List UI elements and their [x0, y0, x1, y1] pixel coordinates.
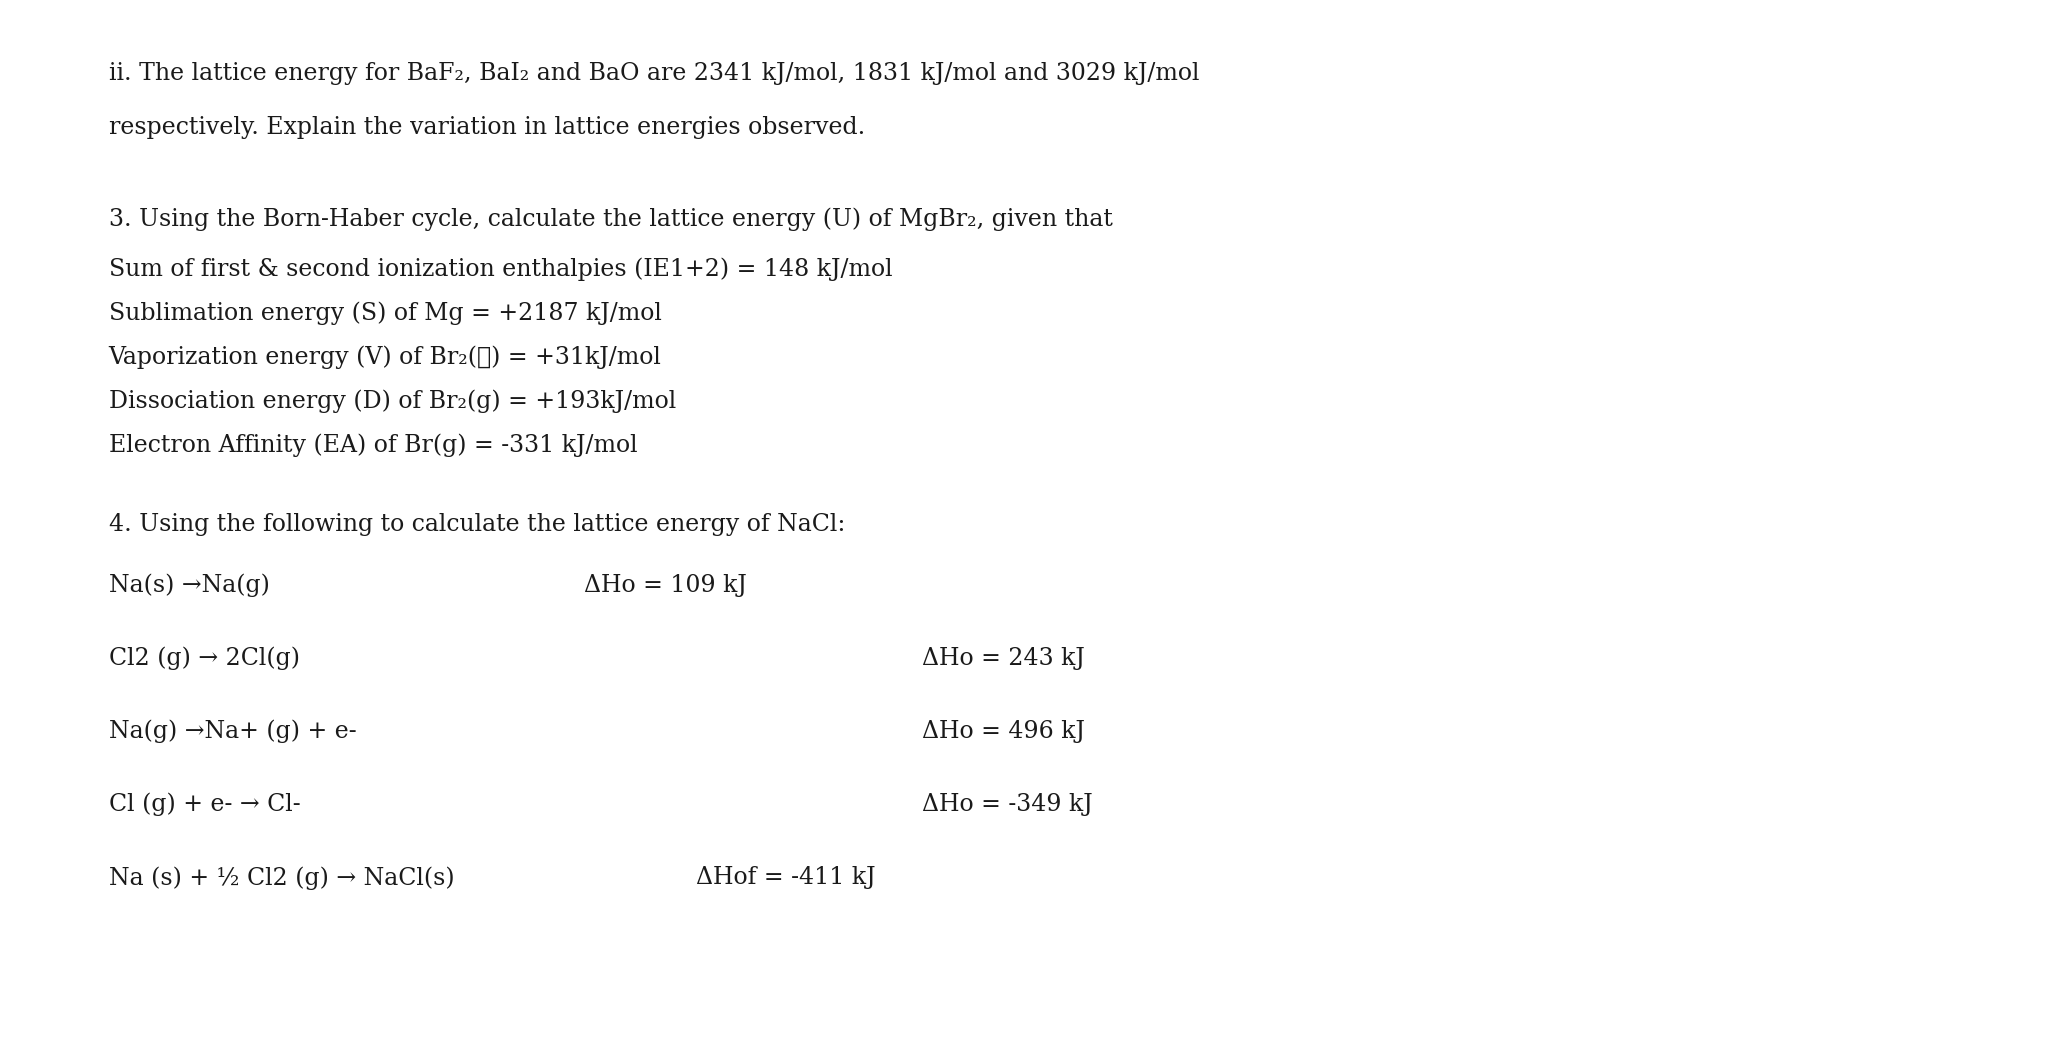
Text: ΔHo = 496 kJ: ΔHo = 496 kJ	[922, 720, 1085, 743]
Text: Sum of first & second ionization enthalpies (IE1+2) = 148 kJ/mol: Sum of first & second ionization enthalp…	[109, 258, 893, 281]
Text: 3. Using the Born-Haber cycle, calculate the lattice energy (U) of MgBr₂, given : 3. Using the Born-Haber cycle, calculate…	[109, 208, 1112, 231]
Text: ΔHo = 109 kJ: ΔHo = 109 kJ	[584, 574, 748, 597]
Text: Vaporization energy (V) of Br₂(ℓ) = +31kJ/mol: Vaporization energy (V) of Br₂(ℓ) = +31k…	[109, 346, 662, 369]
Text: ΔHo = 243 kJ: ΔHo = 243 kJ	[922, 647, 1085, 670]
Text: Cl (g) + e- → Cl-: Cl (g) + e- → Cl-	[109, 793, 301, 816]
Text: 4. Using the following to calculate the lattice energy of NaCl:: 4. Using the following to calculate the …	[109, 513, 846, 536]
Text: Na (s) + ½ Cl2 (g) → NaCl(s): Na (s) + ½ Cl2 (g) → NaCl(s)	[109, 866, 455, 889]
Text: Na(s) →Na(g): Na(s) →Na(g)	[109, 574, 270, 597]
Text: ΔHo = -349 kJ: ΔHo = -349 kJ	[922, 793, 1092, 816]
Text: Na(g) →Na+ (g) + e-: Na(g) →Na+ (g) + e-	[109, 720, 356, 743]
Text: ii. The lattice energy for BaF₂, BaI₂ and BaO are 2341 kJ/mol, 1831 kJ/mol and 3: ii. The lattice energy for BaF₂, BaI₂ an…	[109, 62, 1198, 85]
Text: Electron Affinity (EA) of Br(g) = -331 kJ/mol: Electron Affinity (EA) of Br(g) = -331 k…	[109, 434, 637, 457]
Text: Cl2 (g) → 2Cl(g): Cl2 (g) → 2Cl(g)	[109, 647, 299, 670]
Text: Dissociation energy (D) of Br₂(g) = +193kJ/mol: Dissociation energy (D) of Br₂(g) = +193…	[109, 390, 676, 413]
Text: Sublimation energy (S) of Mg = +2187 kJ/mol: Sublimation energy (S) of Mg = +2187 kJ/…	[109, 302, 662, 325]
Text: ΔHof = -411 kJ: ΔHof = -411 kJ	[696, 866, 877, 889]
Text: respectively. Explain the variation in lattice energies observed.: respectively. Explain the variation in l…	[109, 116, 864, 139]
